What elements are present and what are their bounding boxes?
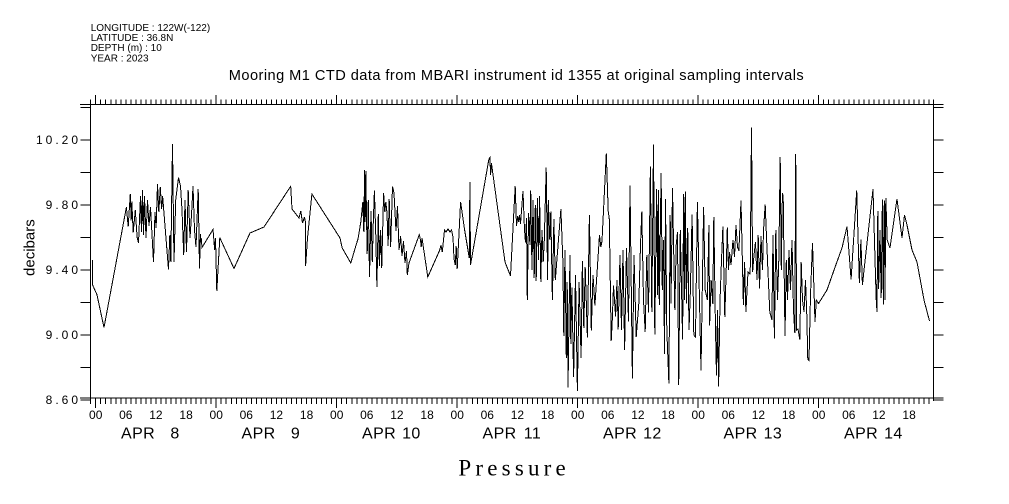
svg-text:00: 00 bbox=[571, 408, 585, 422]
svg-text:06: 06 bbox=[842, 408, 856, 422]
svg-text:18: 18 bbox=[300, 408, 314, 422]
svg-text:00: 00 bbox=[330, 408, 344, 422]
svg-text:9.00: 9.00 bbox=[46, 328, 81, 342]
svg-text:12: 12 bbox=[390, 408, 404, 422]
svg-text:18: 18 bbox=[902, 408, 916, 422]
svg-text:12: 12 bbox=[643, 425, 662, 442]
svg-text:APR: APR bbox=[844, 425, 878, 442]
svg-text:APR: APR bbox=[242, 425, 276, 442]
svg-text:00: 00 bbox=[451, 408, 465, 422]
svg-text:06: 06 bbox=[240, 408, 254, 422]
svg-text:00: 00 bbox=[89, 408, 103, 422]
svg-text:18: 18 bbox=[782, 408, 796, 422]
svg-text:11: 11 bbox=[524, 425, 541, 442]
svg-text:12: 12 bbox=[511, 408, 525, 422]
svg-text:18: 18 bbox=[179, 408, 193, 422]
svg-text:decibars: decibars bbox=[22, 219, 39, 276]
svg-text:12: 12 bbox=[872, 408, 886, 422]
svg-text:06: 06 bbox=[601, 408, 615, 422]
svg-text:18: 18 bbox=[661, 408, 675, 422]
svg-text:8: 8 bbox=[170, 425, 179, 442]
svg-text:LATITUDE : 36.8N: LATITUDE : 36.8N bbox=[91, 33, 174, 44]
svg-text:8.60: 8.60 bbox=[46, 393, 81, 407]
svg-text:LONGITUDE : 122W(-122): LONGITUDE : 122W(-122) bbox=[91, 23, 210, 34]
svg-text:9.40: 9.40 bbox=[46, 263, 81, 277]
svg-text:06: 06 bbox=[722, 408, 736, 422]
svg-text:18: 18 bbox=[420, 408, 434, 422]
svg-text:00: 00 bbox=[812, 408, 826, 422]
svg-text:APR: APR bbox=[724, 425, 758, 442]
svg-text:10.20: 10.20 bbox=[36, 133, 81, 147]
svg-text:13: 13 bbox=[764, 425, 783, 442]
svg-text:Pressure: Pressure bbox=[458, 456, 570, 481]
svg-text:10: 10 bbox=[402, 425, 421, 442]
svg-text:APR: APR bbox=[483, 425, 517, 442]
svg-text:12: 12 bbox=[631, 408, 645, 422]
svg-text:APR: APR bbox=[603, 425, 637, 442]
svg-text:06: 06 bbox=[119, 408, 133, 422]
svg-text:00: 00 bbox=[210, 408, 224, 422]
svg-text:APR: APR bbox=[362, 425, 396, 442]
svg-text:12: 12 bbox=[752, 408, 766, 422]
svg-text:DEPTH (m) : 10: DEPTH (m) : 10 bbox=[91, 43, 163, 54]
svg-text:18: 18 bbox=[541, 408, 555, 422]
svg-text:06: 06 bbox=[481, 408, 495, 422]
svg-text:14: 14 bbox=[884, 425, 903, 442]
svg-text:9: 9 bbox=[291, 425, 300, 442]
svg-text:YEAR : 2023: YEAR : 2023 bbox=[91, 53, 149, 64]
svg-text:12: 12 bbox=[149, 408, 163, 422]
svg-text:Mooring M1 CTD data from MBARI: Mooring M1 CTD data from MBARI instrumen… bbox=[229, 68, 804, 84]
svg-text:06: 06 bbox=[360, 408, 374, 422]
svg-text:9.80: 9.80 bbox=[46, 198, 81, 212]
svg-text:00: 00 bbox=[692, 408, 706, 422]
svg-text:APR: APR bbox=[121, 425, 155, 442]
svg-text:12: 12 bbox=[270, 408, 284, 422]
